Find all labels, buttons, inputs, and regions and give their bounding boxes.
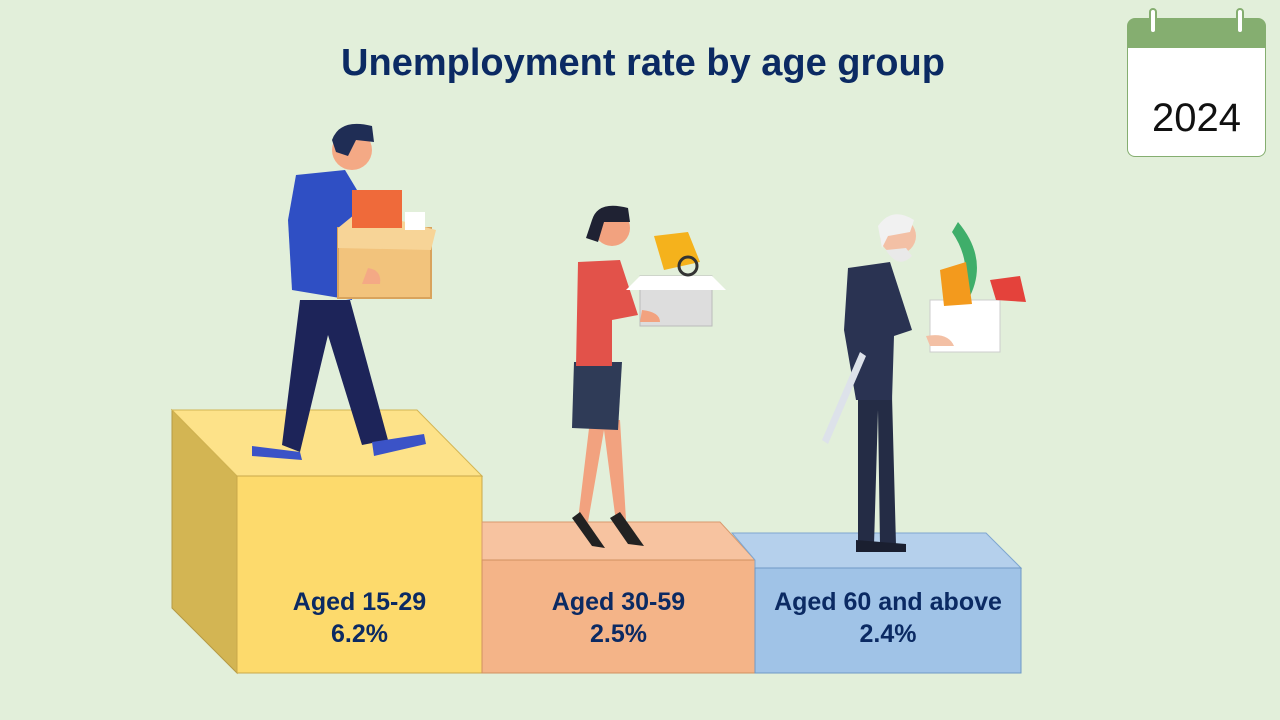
label-aged-15-29: Aged 15-29 6.2% — [237, 586, 482, 650]
value-label: 2.5% — [590, 620, 647, 648]
young-man-carrying-box — [252, 123, 436, 460]
bar-aged-15-29 — [236, 475, 483, 674]
chart-title: Unemployment rate by age group — [341, 42, 945, 84]
value-label: 6.2% — [331, 620, 388, 648]
label-aged-30-59: Aged 30-59 2.5% — [482, 586, 755, 650]
category-label: Aged 60 and above — [774, 588, 1002, 616]
calendar-ring-left — [1149, 8, 1157, 34]
label-aged-60-above: Aged 60 and above 2.4% — [755, 586, 1021, 650]
calendar-body — [1127, 48, 1266, 157]
calendar-ring-right — [1236, 8, 1244, 34]
value-label: 2.4% — [859, 620, 917, 648]
calendar-icon: 2024 — [1127, 8, 1266, 158]
bar-aged-60-above — [754, 567, 1022, 674]
woman-carrying-box — [572, 205, 726, 548]
elderly-man-with-cane-carrying-box — [822, 214, 1026, 552]
calendar-year: 2024 — [1152, 96, 1241, 140]
category-label: Aged 15-29 — [292, 588, 427, 616]
category-label: Aged 30-59 — [551, 588, 686, 616]
bar-aged-30-59 — [481, 559, 756, 674]
